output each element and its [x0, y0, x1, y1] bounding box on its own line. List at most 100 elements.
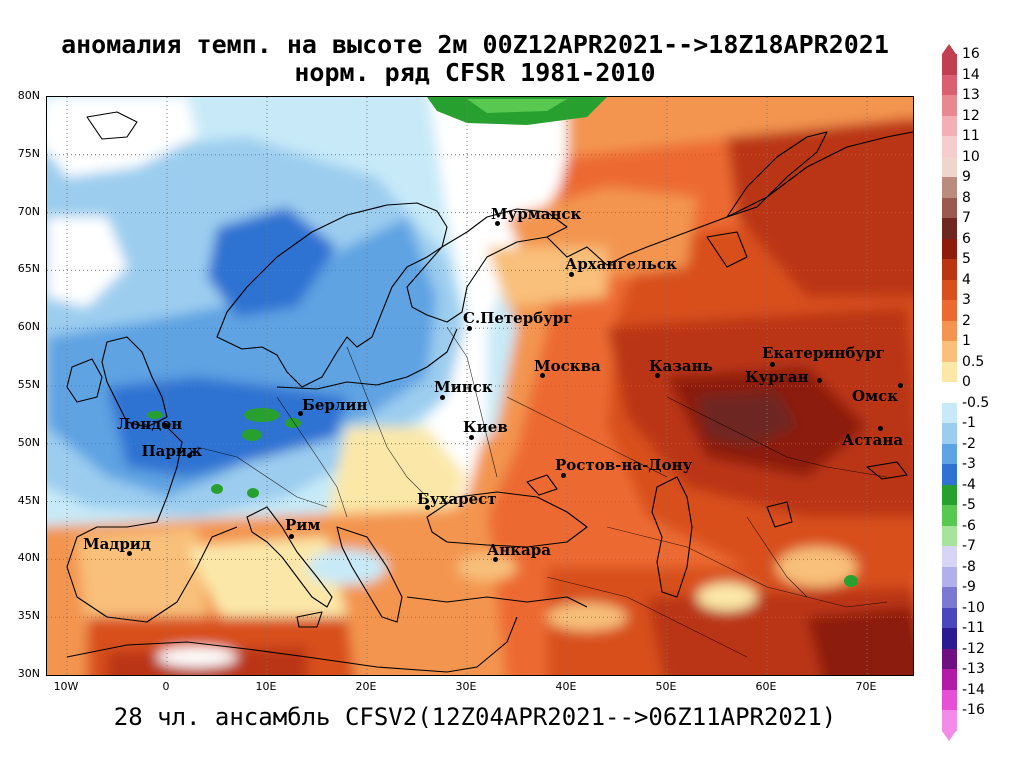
city-label: Бухарест [417, 489, 497, 508]
colorbar-cell [942, 464, 957, 485]
city-marker [424, 505, 430, 511]
colorbar-cell [942, 361, 957, 383]
colorbar-cell [942, 443, 957, 465]
lat-label: 65N [17, 262, 40, 276]
colorbar-label: 5 [962, 251, 971, 267]
colorbar-label: -16 [962, 702, 985, 718]
city-label: Казань [649, 356, 713, 375]
city-marker [492, 557, 498, 563]
lat-label: 35N [17, 609, 40, 623]
city-label: Астана [842, 430, 904, 449]
colorbar-cell [942, 74, 957, 96]
colorbar-label: 11 [962, 128, 980, 144]
colorbar-label: -6 [962, 517, 976, 534]
lon-label: 10E [255, 680, 277, 693]
lat-label: 40N [17, 551, 40, 565]
colorbar-label: 0.5 [962, 353, 985, 370]
colorbar-top-arrow [942, 44, 956, 54]
city-label: Минск [434, 377, 493, 396]
lat-label: 70N [17, 204, 40, 218]
city-label: Берлин [302, 395, 368, 414]
lon-label: 70E [855, 680, 877, 693]
colorbar-cell [942, 320, 957, 342]
green-patch-germany [244, 408, 280, 422]
colorbar-label: 12 [962, 107, 980, 124]
colorbar-label: -8 [962, 558, 976, 575]
city-marker [468, 434, 474, 440]
city-marker [494, 220, 500, 226]
city-label: Курган [745, 368, 809, 387]
anomaly-field [47, 97, 913, 675]
colorbar-label: 13 [962, 87, 980, 103]
lat-label: 50N [17, 435, 40, 449]
colorbar-cell [942, 156, 957, 178]
chart-subtitle: норм. ряд CFSR 1981-2010 [294, 58, 656, 87]
lat-label: 80N [17, 89, 40, 102]
city-marker [297, 411, 303, 417]
city-marker [654, 373, 660, 379]
colorbar-cell [942, 525, 957, 547]
lon-label: 50E [655, 680, 677, 693]
city-marker [439, 395, 445, 401]
colorbar-cell [942, 669, 957, 690]
lat-label: 75N [17, 146, 40, 160]
colorbar-label: -10 [962, 599, 985, 616]
city-label: С.Петербург [463, 309, 573, 328]
city-label: Мадрид [83, 534, 151, 553]
colorbar-label: -4 [962, 476, 976, 493]
colorbar-label: 14 [962, 66, 980, 83]
lat-label: 55N [17, 378, 40, 391]
colorbar-cell [942, 115, 957, 137]
city-label: Мурманск [491, 205, 582, 224]
colorbar-cell [942, 341, 957, 362]
city-label: Омск [852, 387, 899, 405]
city-label: Лондон [117, 415, 183, 434]
city-label: Екатеринбург [762, 344, 885, 363]
colorbar-label: -14 [962, 681, 985, 698]
city-marker [568, 271, 574, 277]
city-marker [769, 361, 775, 367]
city-marker [162, 422, 168, 428]
colorbar-label: 6 [962, 230, 971, 247]
city-label: Ростов-на-Дону [555, 456, 693, 475]
city-label: Архангельск [565, 255, 677, 274]
colorbar-cell [942, 689, 957, 711]
city-marker [187, 453, 192, 459]
colorbar-cell [942, 566, 957, 588]
city-label: Москва [534, 356, 601, 375]
colorbar-label: -3 [962, 456, 976, 472]
city-marker [539, 373, 545, 379]
colorbar-label: -9 [962, 579, 976, 595]
colorbar-cell [942, 484, 957, 506]
colorbar-label: -1 [962, 415, 976, 431]
colorbar-label: -12 [962, 640, 985, 657]
city-marker [466, 325, 472, 331]
colorbar-label: 2 [962, 312, 971, 329]
colorbar-label: 1 [962, 333, 971, 349]
colorbar-label: 10 [962, 148, 980, 165]
colorbar-cell [942, 177, 957, 198]
lat-label: 30N [17, 667, 40, 680]
colorbar-label: 4 [962, 271, 971, 288]
colorbar-cell [942, 648, 957, 670]
gridlines [47, 97, 913, 675]
lat-label: 60N [17, 320, 40, 334]
lon-label: 0 [162, 680, 170, 693]
colorbar-cell [942, 54, 957, 75]
colorbar-label: -7 [962, 538, 976, 554]
city-marker [288, 533, 294, 539]
colorbar-label: 0 [962, 374, 971, 390]
colorbar-cell [942, 587, 957, 608]
colorbar-cell [942, 710, 957, 731]
country-borders [196, 326, 888, 658]
colorbar-label: -11 [962, 620, 985, 636]
colorbar-cell [942, 505, 957, 526]
colorbar-label: 3 [962, 292, 971, 308]
colorbar-cell [942, 300, 957, 321]
colorbar-cell [942, 136, 957, 157]
chart-title: аномалия темп. на высоте 2м 00Z12APR2021… [61, 30, 889, 59]
ensemble-footer: 28 чл. ансамбль CFSV2(12Z04APR2021-->06Z… [113, 703, 837, 731]
anomaly-map [46, 96, 914, 676]
city-marker [816, 377, 822, 383]
city-marker [897, 382, 903, 388]
